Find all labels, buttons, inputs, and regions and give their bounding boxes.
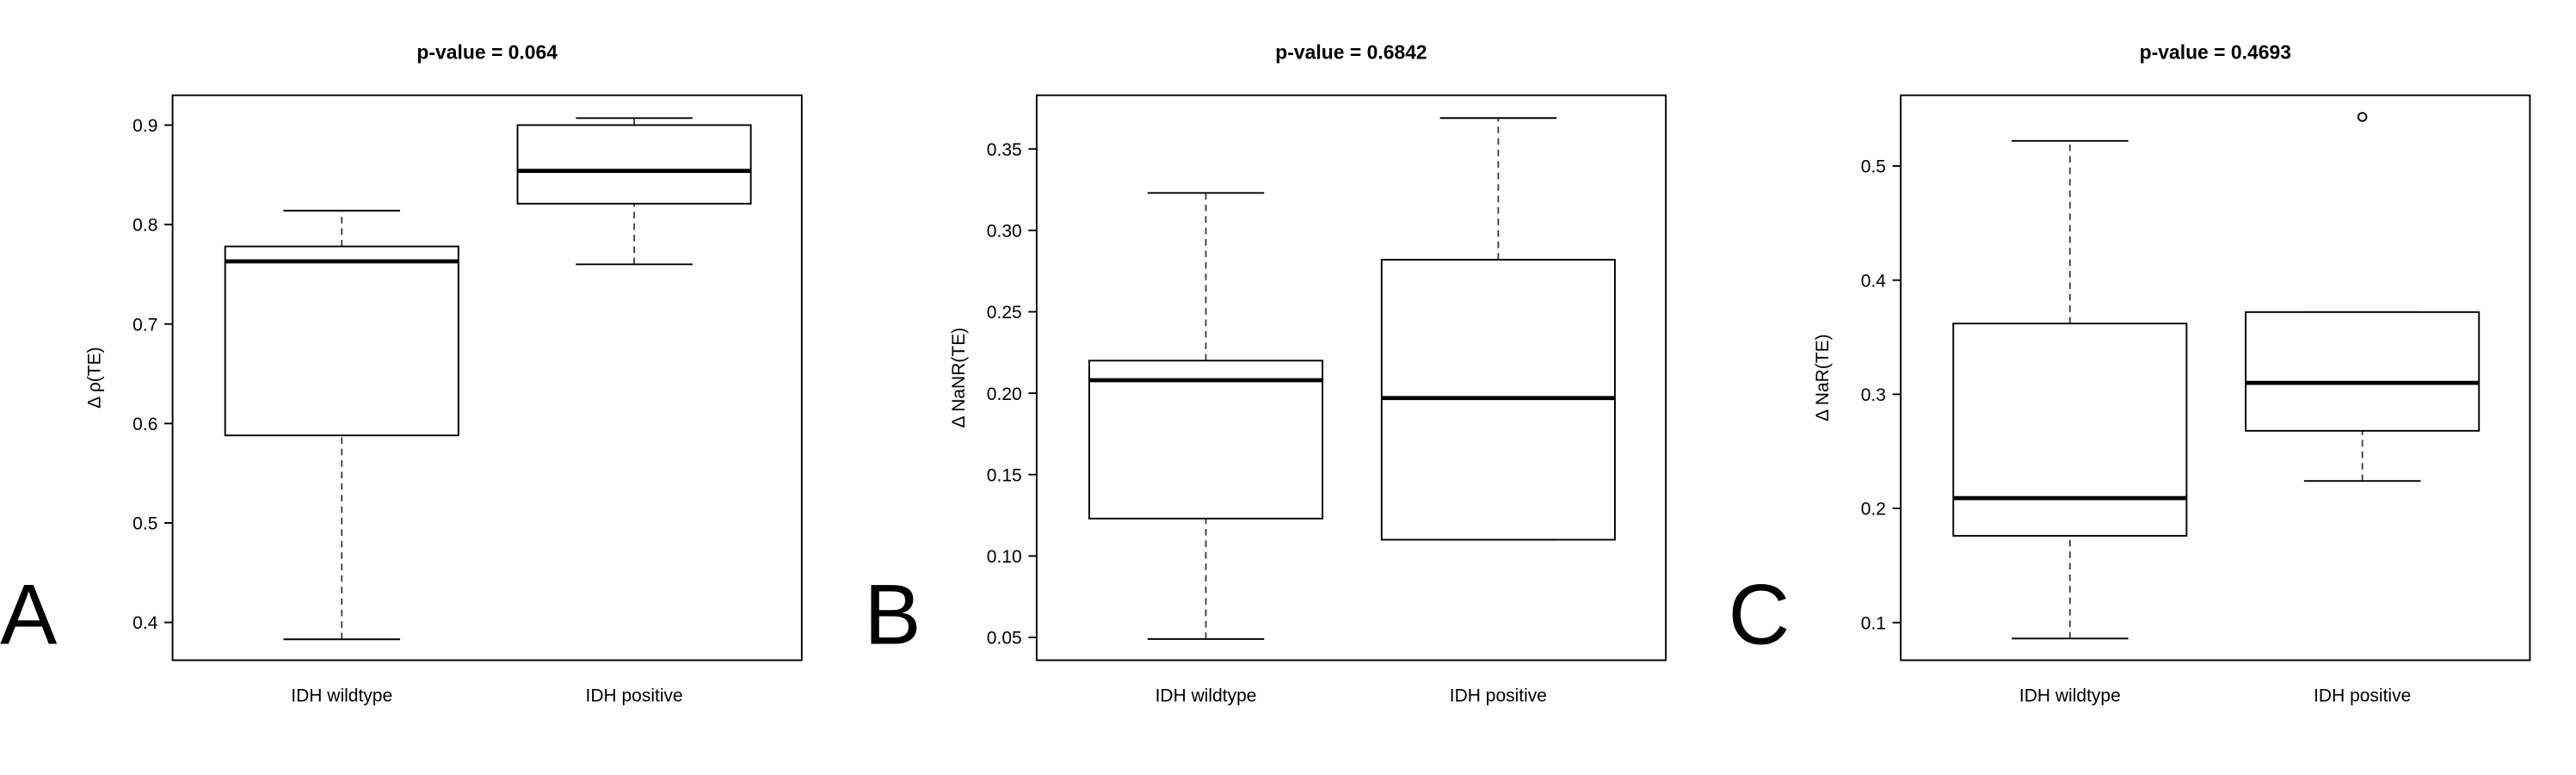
panel: Cp-value = 0.4693 Δ NaR(TE) 0.1 0.2 0.3 0.4 0.… (1729, 41, 2531, 705)
x-tick-label: IDH positive (585, 686, 682, 705)
panel-label: B (864, 567, 921, 662)
y-tick-label: 0.4 (132, 613, 158, 633)
y-tick-label: 0.5 (1861, 157, 1886, 177)
box (1088, 360, 1324, 520)
y-tick-label: 0.30 (987, 221, 1022, 241)
outlier (2357, 112, 2368, 122)
chart-title: p-value = 0.4693 (2140, 41, 2291, 64)
y-tick-label: 0.4 (1861, 271, 1887, 291)
y-tick-label: 0.05 (987, 629, 1022, 649)
panel: Bp-value = 0.6842 Δ NaNR(TE) 0.05 0.10 0.15 0… (864, 41, 1667, 705)
box (1952, 323, 2188, 537)
y-tick-label: 0.15 (987, 465, 1022, 485)
y-tick-label: 0.8 (132, 216, 157, 236)
plot-frame (1900, 94, 2531, 661)
x-tick-label: IDH positive (2314, 686, 2411, 705)
box (224, 245, 459, 437)
y-tick-label: 0.10 (987, 547, 1022, 567)
box (516, 124, 752, 205)
x-tick-label: IDH wildtype (1156, 686, 1257, 705)
y-tick-label: 0.25 (987, 303, 1022, 323)
x-tick-label: IDH wildtype (2019, 686, 2121, 705)
y-axis-label: Δ ρ(TE) (85, 347, 105, 408)
y-axis-label: Δ NaNR(TE) (949, 328, 969, 428)
box (2245, 311, 2480, 432)
y-tick-label: 0.3 (1861, 385, 1886, 405)
panel-label: C (1729, 567, 1790, 662)
x-tick-label: IDH wildtype (291, 686, 392, 705)
panel: Ap-value = 0.064 Δ ρ(TE) 0.4 0.5 0.6 0.7 0.8 0.… (0, 41, 803, 705)
y-tick-label: 0.35 (987, 140, 1022, 160)
panel-label: A (0, 567, 58, 662)
y-tick-label: 0.1 (1861, 613, 1886, 633)
y-tick-label: 0.9 (132, 116, 157, 136)
y-tick-label: 0.20 (987, 384, 1022, 404)
chart-title: p-value = 0.064 (416, 41, 558, 64)
chart-title: p-value = 0.6842 (1275, 41, 1427, 64)
y-tick-label: 0.5 (132, 514, 157, 534)
plot-frame (1035, 94, 1667, 661)
y-tick-label: 0.2 (1861, 500, 1886, 520)
y-axis-label: Δ NaR(TE) (1813, 334, 1833, 421)
y-tick-label: 0.7 (132, 315, 157, 335)
plot-frame (171, 94, 803, 661)
y-tick-label: 0.6 (132, 415, 157, 434)
x-tick-label: IDH positive (1450, 686, 1547, 705)
